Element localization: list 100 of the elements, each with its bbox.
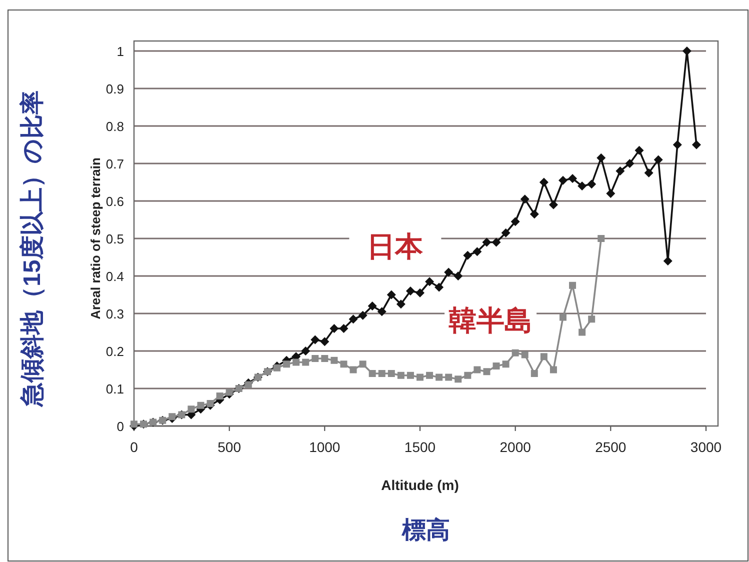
point bbox=[672, 140, 682, 150]
point bbox=[521, 351, 528, 358]
y-tick-label: 0.9 bbox=[106, 82, 124, 96]
point bbox=[560, 314, 566, 321]
text: 急傾斜地（15度以上）の比率 bbox=[19, 90, 46, 408]
x-tick-label: 1000 bbox=[309, 439, 340, 455]
point bbox=[501, 228, 510, 238]
point bbox=[188, 406, 195, 413]
point bbox=[197, 402, 204, 409]
point bbox=[445, 374, 452, 381]
y-axis-title: Areal ratio of steep terrain bbox=[88, 158, 103, 320]
y-tick-label: 0.5 bbox=[106, 232, 124, 246]
point bbox=[634, 146, 644, 155]
point bbox=[644, 168, 654, 178]
point bbox=[368, 302, 377, 310]
point bbox=[606, 189, 616, 198]
point bbox=[425, 277, 434, 286]
point bbox=[682, 46, 692, 56]
point bbox=[416, 288, 424, 298]
point bbox=[492, 238, 501, 247]
point bbox=[312, 355, 319, 362]
point bbox=[625, 159, 634, 168]
y-tick-label: 0 bbox=[116, 419, 124, 434]
point bbox=[530, 210, 539, 219]
point bbox=[454, 376, 462, 383]
point bbox=[168, 413, 176, 420]
point bbox=[396, 300, 406, 309]
point bbox=[320, 337, 330, 346]
point bbox=[578, 182, 587, 190]
point bbox=[416, 374, 424, 381]
point bbox=[510, 217, 520, 226]
point bbox=[598, 235, 605, 242]
point bbox=[474, 366, 481, 374]
point bbox=[350, 366, 357, 374]
point bbox=[426, 372, 434, 379]
point bbox=[206, 400, 214, 407]
point bbox=[226, 388, 233, 396]
point bbox=[569, 282, 576, 289]
x-tick-label: 3000 bbox=[690, 439, 722, 455]
point bbox=[558, 176, 568, 185]
point bbox=[568, 174, 578, 183]
point bbox=[310, 335, 320, 344]
point bbox=[302, 358, 310, 366]
point bbox=[654, 155, 663, 164]
point bbox=[386, 290, 396, 300]
point bbox=[454, 272, 463, 280]
point bbox=[512, 349, 519, 356]
y-tick-label: 0.6 bbox=[106, 194, 124, 209]
point bbox=[436, 374, 443, 381]
point bbox=[397, 372, 404, 379]
x-tick-label: 2000 bbox=[500, 439, 532, 455]
point bbox=[520, 194, 530, 204]
point bbox=[348, 314, 358, 324]
x-tick-label: 0 bbox=[130, 439, 138, 455]
y-tick-label: 0.3 bbox=[106, 306, 124, 322]
y-tick-label: 0.1 bbox=[106, 382, 124, 396]
point bbox=[339, 324, 348, 333]
y-tick-label: 0.4 bbox=[106, 269, 124, 284]
point bbox=[368, 370, 376, 377]
y-tick-label: 0.7 bbox=[106, 156, 124, 172]
point bbox=[540, 353, 548, 360]
point bbox=[330, 324, 339, 333]
point bbox=[464, 372, 472, 379]
series-label: 韓半島 bbox=[448, 305, 533, 336]
point bbox=[283, 360, 290, 368]
point bbox=[444, 268, 454, 277]
point bbox=[388, 370, 395, 377]
point bbox=[340, 360, 348, 368]
point bbox=[377, 307, 386, 316]
point bbox=[406, 372, 414, 379]
point bbox=[616, 166, 625, 176]
point bbox=[330, 356, 338, 364]
point bbox=[292, 358, 300, 366]
point bbox=[434, 282, 444, 292]
point bbox=[550, 366, 557, 374]
point bbox=[130, 420, 138, 428]
point bbox=[406, 286, 415, 296]
x-tick-label: 1500 bbox=[404, 439, 436, 455]
point bbox=[274, 364, 280, 372]
text: 標高 bbox=[401, 516, 450, 544]
point bbox=[482, 238, 492, 247]
y-tick-label: 0.2 bbox=[106, 344, 124, 359]
point bbox=[378, 370, 386, 377]
series-label: 日本 bbox=[367, 230, 424, 262]
point bbox=[596, 153, 606, 162]
x-tick-label: 500 bbox=[218, 439, 242, 455]
point bbox=[502, 360, 510, 368]
point bbox=[483, 368, 490, 376]
point bbox=[548, 200, 558, 210]
point bbox=[358, 310, 368, 320]
point bbox=[587, 180, 596, 189]
point bbox=[359, 360, 366, 368]
point bbox=[321, 355, 328, 362]
x-tick-label: 2500 bbox=[595, 439, 626, 455]
point bbox=[301, 346, 310, 356]
point bbox=[539, 178, 548, 187]
point bbox=[692, 140, 701, 150]
point bbox=[530, 370, 538, 377]
y-tick-label: 1 bbox=[116, 44, 124, 59]
point bbox=[588, 316, 596, 323]
